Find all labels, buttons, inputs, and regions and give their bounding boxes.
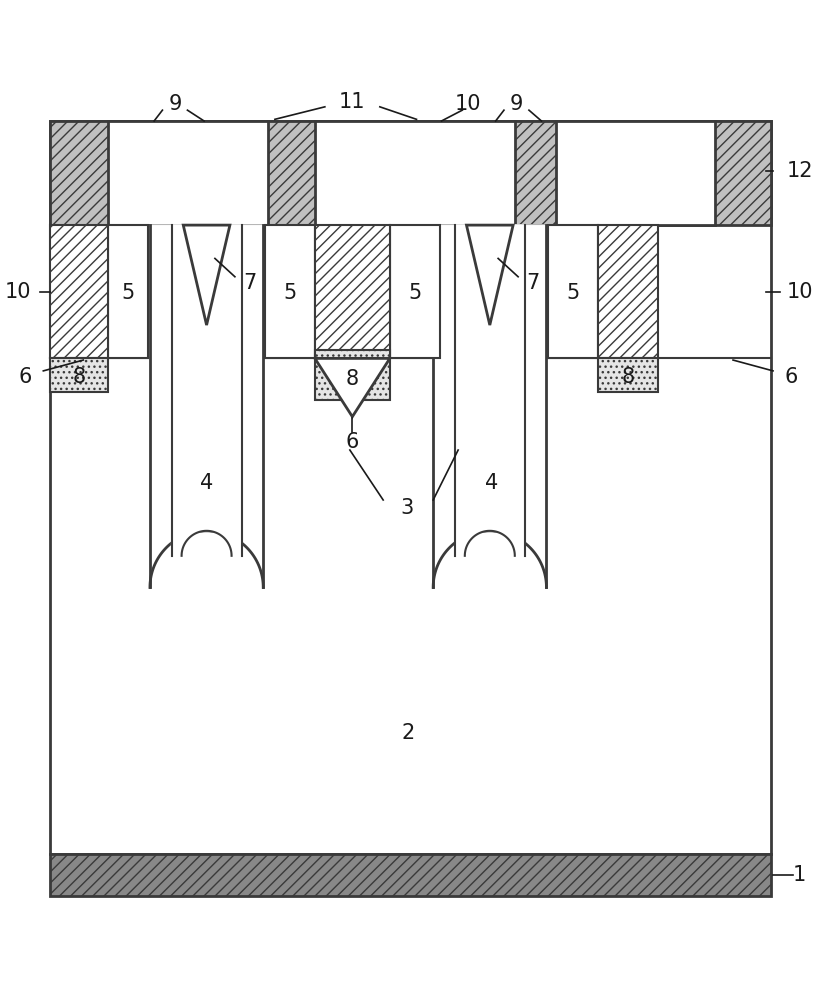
Bar: [265, 225, 315, 358]
Polygon shape: [455, 225, 525, 556]
Polygon shape: [433, 225, 546, 587]
Text: 5: 5: [283, 283, 297, 303]
Text: 7: 7: [526, 273, 540, 293]
Text: 3: 3: [400, 498, 413, 518]
Polygon shape: [315, 358, 390, 417]
Text: 10: 10: [5, 282, 32, 302]
Bar: [315, 121, 515, 225]
Text: 2: 2: [402, 723, 415, 743]
Bar: [50, 854, 771, 896]
Bar: [108, 225, 148, 358]
Polygon shape: [172, 225, 242, 556]
Text: 10: 10: [786, 282, 813, 302]
Text: 8: 8: [346, 369, 359, 389]
Bar: [315, 350, 390, 400]
Ellipse shape: [329, 360, 376, 390]
Bar: [556, 121, 715, 225]
Text: 8: 8: [621, 367, 635, 387]
Bar: [315, 225, 390, 358]
Text: 11: 11: [339, 92, 366, 112]
Text: 6: 6: [785, 367, 798, 387]
Text: 6: 6: [18, 367, 32, 387]
Bar: [598, 358, 658, 392]
Polygon shape: [150, 225, 263, 587]
Text: 9: 9: [510, 94, 523, 114]
Bar: [50, 121, 771, 854]
Text: 5: 5: [566, 283, 580, 303]
Bar: [390, 225, 440, 358]
Bar: [598, 225, 658, 358]
Text: 5: 5: [408, 283, 421, 303]
Polygon shape: [183, 225, 230, 325]
Text: 10: 10: [455, 94, 481, 114]
Text: 12: 12: [786, 161, 813, 181]
Text: 4: 4: [200, 473, 213, 493]
Text: 8: 8: [72, 367, 86, 387]
Text: 6: 6: [346, 432, 359, 452]
Bar: [50, 358, 108, 392]
Text: 1: 1: [793, 865, 806, 885]
Text: 9: 9: [168, 94, 182, 114]
Text: 7: 7: [243, 273, 257, 293]
Bar: [548, 225, 598, 358]
Bar: [108, 121, 268, 225]
Bar: [50, 225, 108, 358]
Bar: [50, 121, 771, 225]
Text: 5: 5: [122, 283, 135, 303]
Text: 4: 4: [485, 473, 498, 493]
Polygon shape: [466, 225, 513, 325]
